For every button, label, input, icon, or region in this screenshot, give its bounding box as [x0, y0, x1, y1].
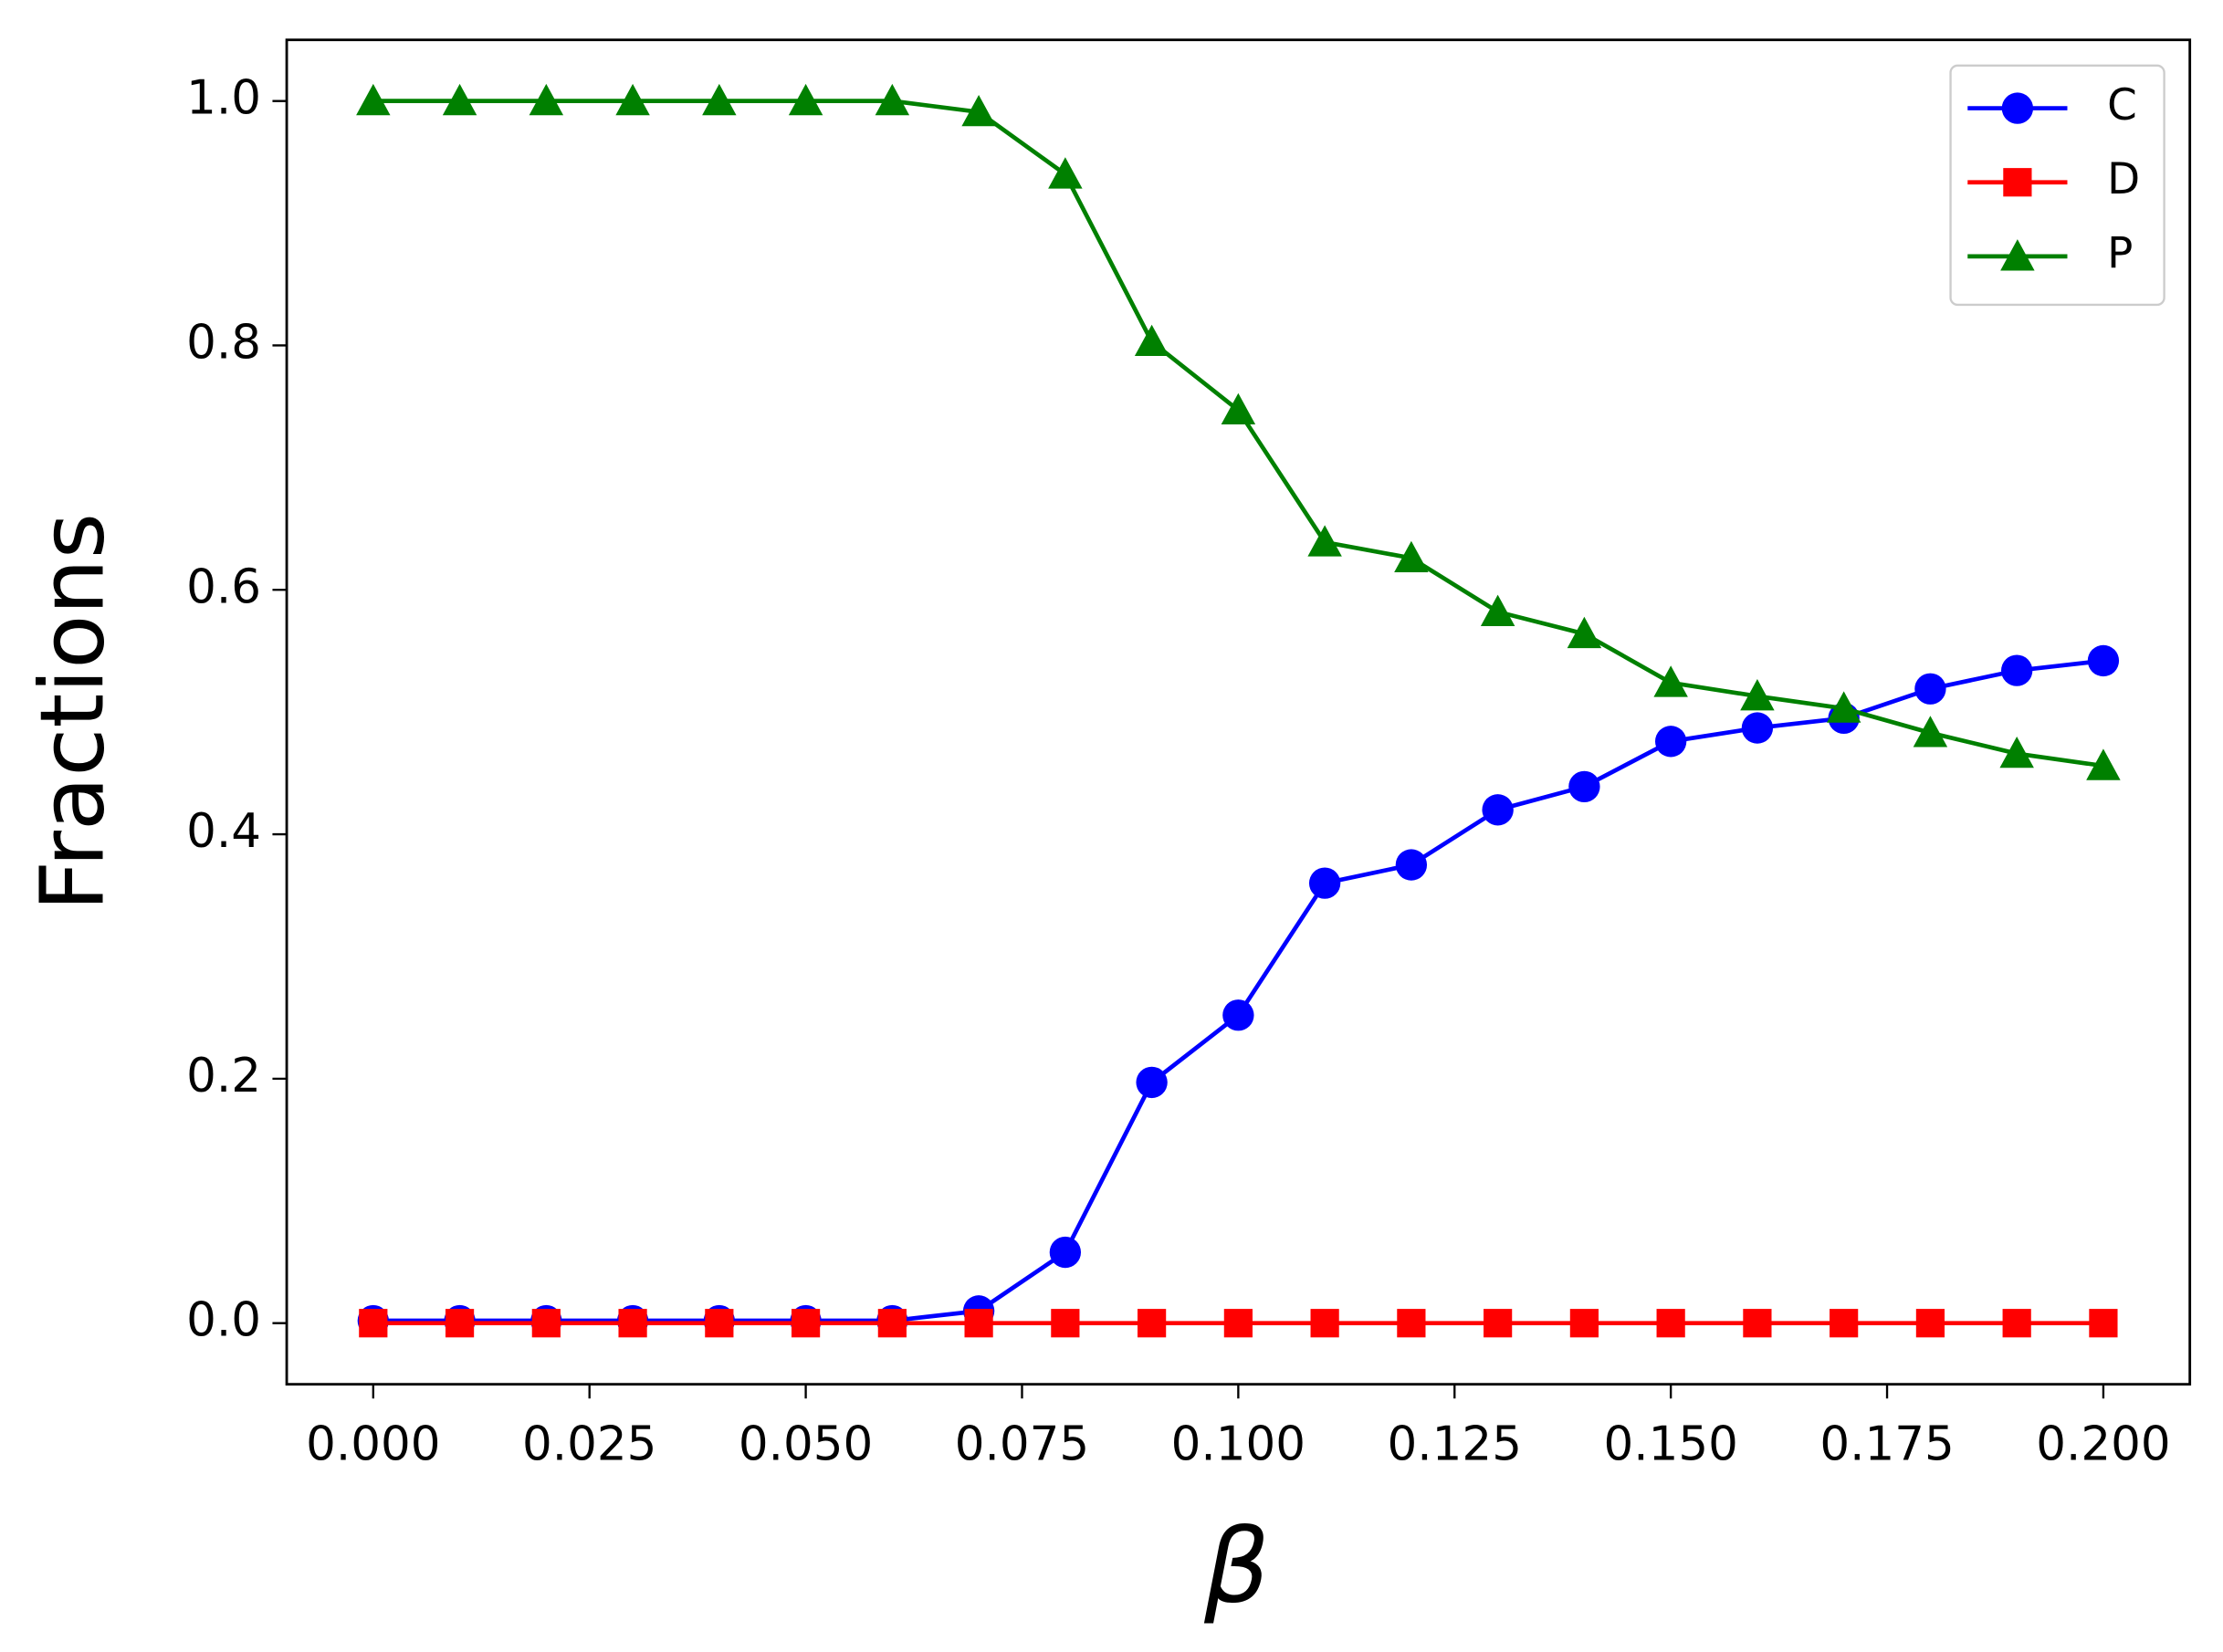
marker [1482, 794, 1514, 826]
marker [618, 1309, 647, 1338]
marker [1310, 1309, 1339, 1338]
marker [1307, 525, 1342, 557]
marker [1395, 849, 1428, 881]
marker [1654, 726, 1687, 758]
x-axis-label: β [1203, 1508, 1270, 1626]
x-tick-label: 0.125 [1388, 1417, 1522, 1471]
marker [1740, 679, 1775, 711]
plot-frame [285, 38, 2192, 1386]
marker [1830, 1309, 1859, 1338]
marker [2001, 654, 2033, 686]
marker [1136, 1066, 1168, 1099]
x-tick-label: 0.200 [2036, 1417, 2170, 1471]
y-tick-label: 0.2 [186, 1049, 261, 1103]
marker [2002, 1309, 2031, 1338]
legend-label: D [2107, 155, 2140, 204]
marker [877, 1309, 907, 1338]
marker [1569, 1309, 1599, 1338]
marker [1308, 867, 1341, 899]
y-tick-label: 0.0 [186, 1293, 261, 1348]
marker [1394, 540, 1429, 573]
marker [1397, 1309, 1426, 1338]
marker [791, 1309, 821, 1338]
marker [1222, 999, 1254, 1031]
y-tick-label: 0.4 [186, 804, 261, 859]
marker [1048, 157, 1083, 189]
marker [1999, 736, 2034, 768]
marker [1826, 691, 1861, 723]
y-tick-label: 0.8 [186, 315, 261, 370]
marker [2089, 1309, 2118, 1338]
y-tick-label: 0.6 [186, 559, 261, 614]
marker [359, 1309, 388, 1338]
marker [2087, 644, 2120, 677]
marker [1656, 1309, 1685, 1338]
marker [1480, 594, 1515, 626]
marker [2086, 748, 2121, 780]
legend-label: P [2107, 229, 2133, 278]
y-tick-label: 1.0 [186, 71, 261, 126]
x-tick-label: 0.150 [1603, 1417, 1737, 1471]
legend-frame [1949, 64, 2165, 307]
marker [788, 83, 823, 116]
marker [1049, 1236, 1082, 1269]
marker [1567, 616, 1602, 649]
marker [875, 83, 910, 116]
marker [2001, 92, 2034, 124]
marker [1741, 712, 1774, 744]
x-tick-label: 0.075 [955, 1417, 1089, 1471]
marker [1568, 770, 1600, 803]
marker [442, 83, 477, 116]
marker [1223, 1309, 1253, 1338]
marker [1221, 392, 1256, 425]
marker [615, 83, 650, 116]
marker [1051, 1309, 1080, 1338]
marker [702, 83, 737, 116]
marker [964, 1309, 993, 1338]
marker [1915, 1309, 1945, 1338]
y-axis-label: Fractions [21, 513, 124, 912]
marker [1134, 324, 1169, 357]
marker [1743, 1309, 1772, 1338]
legend-label: C [2107, 81, 2137, 131]
marker [1484, 1309, 1513, 1338]
marker [1913, 716, 1948, 748]
marker [445, 1309, 475, 1338]
series-line [372, 99, 2104, 768]
marker [705, 1309, 734, 1338]
x-tick-label: 0.025 [522, 1417, 656, 1471]
marker [1138, 1309, 1167, 1338]
legend: CDP [1949, 64, 2165, 307]
x-tick-label: 0.100 [1171, 1417, 1305, 1471]
x-tick-label: 0.175 [1819, 1417, 1954, 1471]
marker [2000, 239, 2035, 271]
marker [2003, 168, 2032, 197]
x-tick-label: 0.000 [306, 1417, 440, 1471]
marker [1653, 665, 1688, 697]
series-line [372, 658, 2104, 1323]
marker [529, 83, 564, 116]
x-tick-label: 0.050 [739, 1417, 873, 1471]
marker [1914, 673, 1946, 705]
marker [356, 83, 391, 116]
marker [961, 94, 996, 127]
marker [531, 1309, 561, 1338]
